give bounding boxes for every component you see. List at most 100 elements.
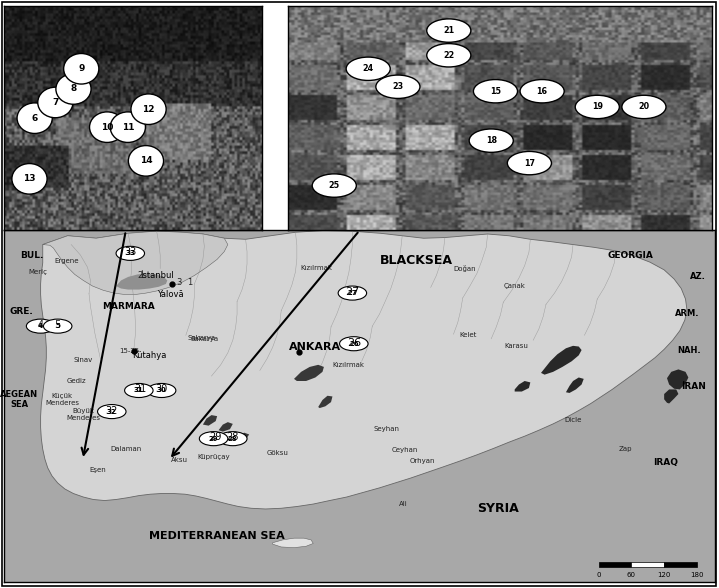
Text: 1: 1 (187, 278, 192, 287)
Text: Doğan: Doğan (454, 265, 476, 272)
Text: 31: 31 (134, 387, 144, 393)
Text: 16: 16 (536, 87, 548, 96)
Text: 17: 17 (524, 159, 535, 168)
Text: 4: 4 (38, 323, 43, 329)
Bar (631, 563, 664, 567)
Text: Sakarya: Sakarya (188, 335, 216, 340)
Text: Dicle: Dicle (564, 417, 582, 423)
Text: 26: 26 (349, 340, 359, 347)
Text: 22: 22 (443, 51, 454, 60)
Text: 13: 13 (23, 174, 36, 183)
Circle shape (27, 319, 55, 333)
Circle shape (622, 95, 666, 119)
Text: Kelet: Kelet (459, 332, 477, 338)
Text: Kızılrmak: Kızılrmak (301, 265, 333, 272)
Text: Ali: Ali (399, 501, 408, 507)
Text: 120: 120 (657, 572, 671, 578)
Text: Sinav: Sinav (73, 357, 93, 363)
Text: 23: 23 (393, 82, 403, 91)
Circle shape (520, 79, 564, 103)
Text: 28: 28 (226, 432, 239, 442)
Text: 5: 5 (54, 320, 60, 330)
Polygon shape (273, 538, 313, 547)
Text: AZ.: AZ. (690, 272, 705, 280)
Circle shape (473, 79, 518, 103)
Circle shape (131, 94, 166, 125)
Text: 30: 30 (155, 385, 168, 395)
Text: ARM.: ARM. (674, 309, 699, 318)
Text: Çanak: Çanak (504, 283, 526, 289)
Text: 8: 8 (70, 85, 77, 93)
Circle shape (427, 19, 471, 42)
Text: SYRIA: SYRIA (477, 502, 519, 514)
Circle shape (129, 146, 163, 176)
Text: Küçük
Menderes: Küçük Menderes (45, 393, 79, 406)
Polygon shape (566, 377, 584, 393)
Circle shape (56, 74, 91, 104)
Text: 31: 31 (134, 385, 147, 395)
Text: 29: 29 (209, 432, 221, 442)
Circle shape (219, 432, 247, 446)
Circle shape (346, 57, 390, 81)
Text: İRAN: İRAN (682, 382, 707, 392)
Text: 27: 27 (345, 287, 360, 297)
Text: Meriç: Meriç (28, 269, 47, 275)
Circle shape (110, 112, 145, 142)
Text: Yalovā: Yalovā (157, 290, 183, 299)
Text: 5: 5 (55, 323, 60, 329)
Text: AEGEAN
SEA: AEGEAN SEA (0, 390, 38, 409)
Polygon shape (116, 273, 168, 289)
Circle shape (147, 383, 176, 397)
Text: NAH.: NAH. (677, 346, 701, 355)
Text: Aksu: Aksu (171, 457, 188, 463)
Circle shape (427, 44, 471, 67)
Text: İstanbul: İstanbul (139, 270, 173, 280)
Text: Ceyhan: Ceyhan (391, 447, 418, 453)
Text: Küprüçay: Küprüçay (197, 455, 230, 460)
Text: 11: 11 (122, 123, 134, 132)
Polygon shape (319, 396, 332, 408)
Polygon shape (664, 389, 679, 403)
Circle shape (98, 405, 126, 419)
Circle shape (64, 54, 99, 84)
Text: 7: 7 (52, 98, 58, 107)
Text: 0: 0 (597, 572, 601, 578)
Text: Göksu: Göksu (267, 450, 288, 456)
Circle shape (116, 246, 145, 260)
Text: Eşen: Eşen (89, 467, 106, 473)
Polygon shape (294, 365, 324, 381)
Text: Sakarya: Sakarya (191, 336, 219, 342)
Circle shape (376, 75, 420, 98)
Text: Orhyan: Orhyan (409, 458, 435, 464)
Text: 26: 26 (347, 338, 362, 348)
Text: 15-25: 15-25 (119, 348, 139, 354)
Circle shape (338, 286, 367, 300)
Text: MARMARA: MARMARA (102, 302, 155, 310)
Circle shape (17, 103, 52, 133)
Text: 19: 19 (592, 102, 603, 112)
Polygon shape (203, 415, 217, 426)
Polygon shape (541, 346, 582, 375)
Text: 25: 25 (329, 181, 340, 190)
Circle shape (312, 174, 357, 197)
Circle shape (199, 432, 228, 446)
Text: GRE.: GRE. (9, 307, 33, 316)
Polygon shape (235, 433, 249, 445)
Text: 3: 3 (176, 278, 181, 287)
Text: 27: 27 (347, 290, 357, 296)
Text: Karasu: Karasu (504, 343, 528, 349)
Text: GEORGIA: GEORGIA (607, 250, 653, 260)
Text: 4: 4 (37, 320, 44, 330)
Circle shape (12, 163, 47, 194)
Text: 28: 28 (228, 436, 237, 442)
Text: 9: 9 (78, 64, 84, 74)
Text: 18: 18 (485, 136, 497, 145)
Text: Ergene: Ergene (54, 259, 78, 265)
Text: BLACKSEA: BLACKSEA (380, 254, 453, 267)
Text: Gediz: Gediz (67, 378, 87, 384)
Circle shape (43, 319, 72, 333)
Text: 180: 180 (690, 572, 704, 578)
Polygon shape (667, 369, 688, 389)
Polygon shape (40, 230, 687, 509)
Circle shape (470, 129, 513, 152)
